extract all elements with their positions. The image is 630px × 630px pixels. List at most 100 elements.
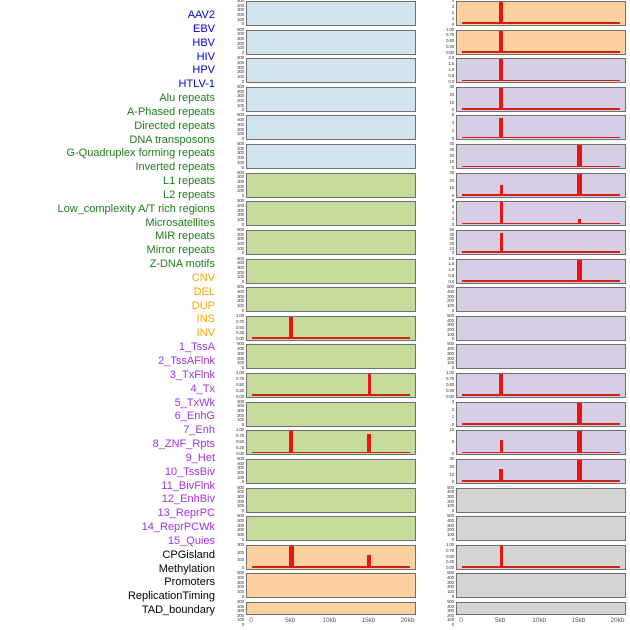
- y-tick-value: 300: [237, 465, 244, 471]
- y-axis-ticks-7_Enh: 50 40 30 20 10 0: [434, 227, 454, 256]
- y-axis-ticks-L1 repeats: 500 400 300 200 100 0: [224, 342, 244, 370]
- y-tick-value: 500: [237, 0, 244, 3]
- y-tick-value: 1.00: [236, 370, 244, 376]
- panel-HPV: [246, 115, 416, 141]
- y-tick-value: 0.75: [236, 433, 244, 439]
- y-tick-value: 10: [449, 185, 454, 191]
- y-tick-value: 1.00: [446, 370, 454, 376]
- y-tick-value: 2: [451, 406, 455, 412]
- y-tick-value: 0.50: [236, 381, 244, 387]
- signal-spike-15kb: [576, 173, 582, 196]
- y-tick-value: 200: [237, 298, 244, 304]
- y-tick-value: 500: [237, 55, 244, 61]
- y-tick-value: 100: [237, 360, 244, 366]
- track-label-7_Enh: 7_Enh: [183, 424, 215, 437]
- y-tick-value: 1.0: [448, 66, 454, 72]
- panel-8_ZNF_Rpts: [456, 258, 626, 284]
- y-tick-value: 300: [237, 293, 244, 299]
- y-axis-ticks-12_EnhBiv: 1.00 0.75 0.50 0.25 0.00: [434, 371, 454, 399]
- signal-baseline: [462, 451, 620, 454]
- signal-baseline: [462, 394, 620, 397]
- panel-EBV: [246, 29, 416, 55]
- y-axis-ticks-Mirror repeats: 500 400 300 200 100 0: [224, 484, 244, 514]
- y-tick-value: 0.5: [448, 72, 454, 78]
- y-tick-value: 2: [451, 128, 455, 134]
- y-tick-value: 0.25: [446, 44, 454, 50]
- track-label-Inverted repeats: Inverted repeats: [135, 161, 216, 174]
- y-tick-value: 300: [447, 322, 454, 328]
- y-tick-value: 6: [451, 112, 455, 118]
- y-tick-value: 100: [237, 417, 244, 423]
- y-tick-value: 300: [237, 93, 244, 99]
- panel-HTLV-1: [246, 144, 416, 170]
- y-tick-value: 0.75: [446, 547, 454, 553]
- y-axis-ticks-10_TssBiv: 500 400 300 200 100 0: [434, 313, 455, 342]
- panel-DEL: [246, 573, 416, 599]
- signal-spike-15kb: [577, 251, 581, 253]
- panel-13_ReprPC: [456, 401, 626, 427]
- y-tick-value: 100: [237, 217, 244, 223]
- panel-DUP: [246, 602, 416, 616]
- y-axis-ticks-DNA transposons: 500 400 300 200 100 0: [224, 256, 245, 285]
- y-tick-value: 20: [449, 177, 454, 183]
- y-axis-ticks-G-Quadruplex forming repeats: 500 400 300 200 100 0: [224, 285, 244, 313]
- y-tick-value: 30: [449, 169, 454, 175]
- y-tick-value: 400: [237, 88, 244, 94]
- panel-5_TxWk: [456, 172, 626, 198]
- track-label-CPGisland: CPGisland: [162, 548, 215, 561]
- signal-baseline: [462, 136, 620, 139]
- signal-baseline: [462, 108, 620, 110]
- y-tick-value: 100: [237, 302, 244, 308]
- track-label-HIV: HIV: [196, 50, 215, 63]
- y-tick-value: 300: [237, 493, 244, 499]
- y-axis-ticks-A-Phased repeats: 500 400 300 200 100 0: [224, 199, 244, 227]
- y-tick-value: 400: [237, 460, 244, 466]
- y-tick-value: 0: [241, 279, 245, 285]
- signal-spike-15kb: [576, 431, 582, 454]
- track-label-L2 repeats: L2 repeats: [163, 188, 215, 201]
- signal-baseline: [462, 194, 620, 196]
- y-tick-value: 100: [237, 16, 244, 22]
- track-label-Microsatellites: Microsatellites: [145, 216, 215, 229]
- y-tick-value: 500: [237, 83, 244, 89]
- y-tick-value: 300: [237, 64, 244, 70]
- y-tick-value: 10: [449, 158, 454, 164]
- panel-CPGisland: [456, 487, 626, 513]
- panel-L2 repeats: [246, 373, 416, 399]
- y-axis-ticks-Promoters: 1.00 0.75 0.50 0.25 0.00: [434, 542, 454, 571]
- y-tick-value: 300: [237, 35, 244, 41]
- panel-Alu repeats: [246, 172, 416, 198]
- y-tick-value: 0.0: [448, 78, 454, 84]
- y-tick-value: 20: [449, 463, 454, 469]
- panel-CNV: [246, 544, 416, 570]
- y-axis-ticks-TAD_boundary: 500 400 300 200 100 0: [434, 599, 454, 626]
- y-tick-value: 30: [449, 236, 454, 242]
- x-axis-tick-left-15kb: 15kb: [361, 617, 376, 624]
- signal-spike-15kb: [576, 402, 582, 425]
- y-tick-value: 3: [451, 3, 455, 9]
- panel-7_Enh: [456, 229, 626, 255]
- track-label-HBV: HBV: [192, 36, 215, 49]
- y-tick-value: 200: [237, 498, 244, 504]
- y-tick-value: 0: [451, 193, 455, 199]
- x-axis-tick-left-0: 0: [249, 617, 253, 624]
- y-tick-value: 400: [447, 317, 454, 323]
- y-tick-value: 400: [447, 517, 454, 523]
- y-tick-value: 400: [237, 260, 244, 266]
- signal-spike-15kb: [576, 259, 582, 282]
- y-tick-value: 200: [447, 326, 454, 332]
- y-axis-ticks-Methylation: 500 400 300 200 100 0: [434, 514, 454, 542]
- y-tick-value: 0: [241, 135, 245, 141]
- panel-DNA transposons: [246, 258, 416, 284]
- y-tick-value: 200: [237, 527, 244, 533]
- y-tick-value: 500: [237, 484, 244, 490]
- y-tick-value: 5: [451, 439, 455, 445]
- y-tick-value: 300: [237, 236, 244, 242]
- y-tick-value: 0: [241, 536, 245, 542]
- y-tick-value: 300: [237, 541, 244, 547]
- y-tick-value: 0.75: [446, 32, 454, 38]
- y-tick-value: 0: [451, 336, 455, 342]
